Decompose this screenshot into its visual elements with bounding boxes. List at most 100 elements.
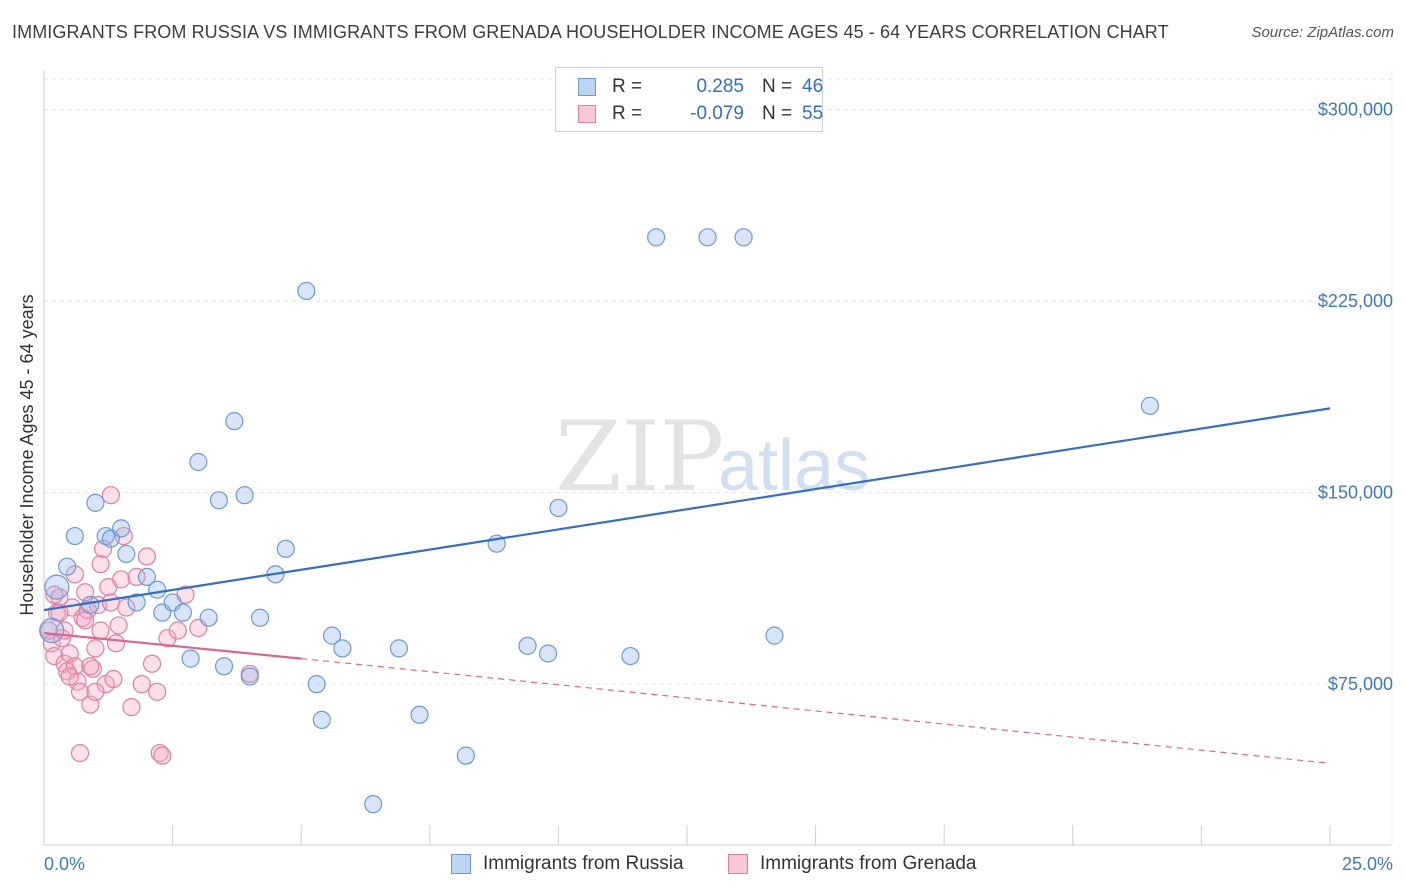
legend-n-value: 55 <box>802 103 824 124</box>
watermark-zip: ZIP <box>555 401 724 513</box>
trend-line-russia <box>43 407 1331 612</box>
legend-n-label: N = <box>762 103 793 124</box>
point-grenada <box>91 621 110 640</box>
point-russia <box>173 603 192 622</box>
axes <box>43 70 1392 846</box>
point-russia <box>333 639 352 658</box>
legend-n-value: 46 <box>802 76 824 97</box>
point-russia <box>364 795 383 814</box>
legend-r-label: R = <box>612 76 643 97</box>
point-russia <box>44 574 70 600</box>
bottom-legend-grenada: Immigrants from Grenada <box>728 852 976 876</box>
stats-legend: R = 0.285 N = 46 R = -0.079 N = 55 <box>555 67 823 132</box>
point-russia <box>549 498 568 518</box>
point-russia <box>312 710 331 729</box>
point-grenada <box>112 570 131 589</box>
legend-r-value: -0.079 <box>690 103 744 124</box>
point-russia <box>58 557 77 576</box>
point-grenada <box>81 657 100 676</box>
point-russia <box>276 539 295 558</box>
point-grenada <box>148 682 167 701</box>
point-russia <box>250 608 270 627</box>
point-russia <box>112 519 131 538</box>
point-grenada <box>70 682 90 701</box>
point-russia <box>225 412 244 431</box>
x-tick-label-min: 0.0% <box>44 854 85 874</box>
gridlines <box>44 71 1393 845</box>
point-russia <box>240 667 259 686</box>
point-grenada <box>65 565 84 584</box>
point-grenada <box>137 547 156 566</box>
point-russia <box>117 544 136 564</box>
point-russia <box>86 493 105 512</box>
point-grenada <box>101 593 120 612</box>
point-russia <box>189 452 208 472</box>
point-russia <box>307 675 326 694</box>
point-russia <box>539 644 558 663</box>
point-grenada <box>45 646 64 666</box>
point-russia <box>181 649 200 668</box>
point-russia <box>1140 396 1160 415</box>
point-russia <box>65 526 84 546</box>
point-russia <box>148 580 167 599</box>
bottom-legend-swatch-russia <box>451 854 471 874</box>
y-tick-labels: $75,000 $150,000 $225,000 $300,000 <box>1318 100 1393 695</box>
point-russia <box>647 228 666 247</box>
point-grenada <box>65 657 84 676</box>
bottom-legend-swatch-grenada <box>728 854 748 874</box>
point-grenada <box>86 682 105 701</box>
legend-n-label: N = <box>762 76 793 97</box>
point-grenada <box>153 746 172 765</box>
point-grenada <box>127 567 146 587</box>
watermark-atlas: atlas <box>718 426 870 506</box>
legend-r-value: 0.285 <box>696 76 744 97</box>
bottom-legend-russia: Immigrants from Russia <box>451 852 684 876</box>
point-grenada <box>91 555 110 574</box>
point-russia <box>322 626 342 645</box>
point-russia <box>389 639 409 658</box>
point-russia <box>698 228 717 247</box>
legend-row-russia: R = 0.285 N = 46 <box>578 74 823 100</box>
watermark: ZIP atlas <box>555 401 870 513</box>
point-grenada <box>104 669 123 689</box>
point-grenada <box>60 667 79 686</box>
point-grenada <box>122 698 141 717</box>
point-grenada <box>83 659 102 678</box>
point-russia <box>456 746 475 765</box>
point-russia <box>39 617 65 644</box>
x-ticks <box>172 825 1331 845</box>
legend-r-label: R = <box>612 103 643 124</box>
y-tick-label: $225,000 <box>1318 291 1393 311</box>
point-russia <box>96 526 115 546</box>
bottom-legend-label-grenada: Immigrants from Grenada <box>760 853 977 874</box>
point-russia <box>199 608 218 627</box>
y-tick-label: $150,000 <box>1318 483 1393 503</box>
point-russia <box>214 657 234 676</box>
point-grenada <box>132 675 151 694</box>
legend-row-grenada: R = -0.079 N = 55 <box>578 101 823 127</box>
trend-line-grenada <box>43 631 302 660</box>
point-grenada <box>70 743 90 763</box>
point-russia <box>209 491 228 510</box>
source-credit: Source: ZipAtlas.com <box>1251 24 1394 41</box>
bottom-legend-label-russia: Immigrants from Russia <box>483 853 684 874</box>
x-tick-label-max: 25.0% <box>1342 854 1393 874</box>
legend-swatch-grenada <box>578 105 596 123</box>
point-grenada <box>158 629 177 648</box>
point-russia <box>765 626 784 645</box>
point-grenada <box>168 621 187 640</box>
point-grenada <box>150 743 169 763</box>
point-russia <box>235 486 254 505</box>
y-axis-label: Householder Income Ages 45 - 64 years <box>17 294 37 615</box>
point-grenada <box>86 639 105 658</box>
trend-line-grenada-extension <box>301 658 1331 764</box>
point-russia <box>137 567 156 587</box>
point-grenada <box>109 616 128 635</box>
point-grenada <box>76 611 95 630</box>
point-russia <box>734 228 753 247</box>
point-grenada <box>106 634 126 653</box>
point-grenada <box>142 654 162 673</box>
point-russia <box>518 636 537 655</box>
y-tick-label: $75,000 <box>1328 674 1393 694</box>
